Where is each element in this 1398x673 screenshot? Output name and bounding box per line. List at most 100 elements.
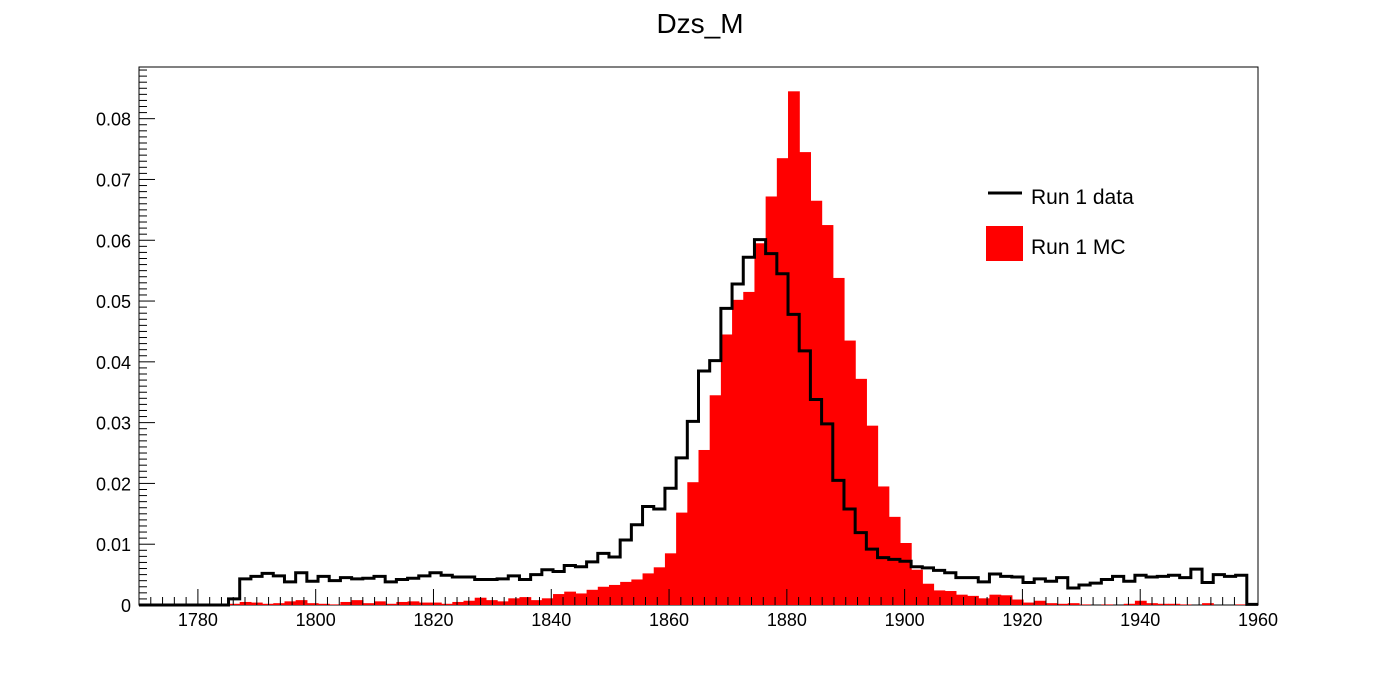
mc-bar (1157, 603, 1170, 605)
mc-bar (776, 158, 789, 605)
mc-bar (664, 553, 677, 605)
y-tick-label: 0.05 (96, 292, 131, 312)
mc-bar (530, 600, 543, 605)
mc-bar (262, 603, 274, 605)
x-tick-label: 1940 (1120, 610, 1160, 630)
mc-bar (743, 291, 756, 605)
mc-bar (888, 516, 901, 605)
legend-mc-label: Run 1 MC (1031, 236, 1126, 259)
mc-bar (1202, 603, 1214, 605)
mc-bar (1123, 603, 1136, 605)
mc-bar (866, 425, 879, 605)
mc-bar (911, 569, 923, 605)
mc-bar (955, 594, 968, 605)
y-tick-label: 0.07 (96, 170, 131, 190)
mc-bar (855, 378, 867, 605)
y-tick-label: 0.03 (96, 414, 131, 434)
mc-bar (429, 602, 442, 605)
mc-bar (608, 584, 621, 605)
mc-bar (553, 594, 565, 605)
mc-bar (832, 277, 845, 605)
x-tick-label: 1800 (296, 610, 336, 630)
mc-bar (273, 603, 286, 605)
mc-bar (687, 482, 700, 605)
y-tick-label: 0.06 (96, 231, 131, 251)
x-tick-label: 1780 (178, 610, 218, 630)
mc-bar (564, 591, 577, 605)
data-series (139, 238, 1258, 607)
mc-bar (407, 601, 420, 605)
x-tick-label: 1880 (767, 610, 807, 630)
mc-bar (1011, 599, 1024, 605)
mc-bar (228, 603, 241, 605)
mc-bar (508, 598, 521, 605)
mc-bar (1078, 604, 1091, 605)
mc-bar (1101, 604, 1114, 605)
legend-data-label: Run 1 data (1031, 186, 1134, 209)
legend: Run 1 data Run 1 MC (986, 186, 1134, 261)
mc-bar (1168, 603, 1181, 605)
mc-bar (922, 583, 935, 605)
mc-bar (295, 600, 308, 605)
mc-bar (709, 395, 722, 605)
y-tick-label: 0.04 (96, 353, 131, 373)
mc-bar (362, 603, 375, 605)
mc-bar (765, 196, 778, 605)
mc-bar (385, 603, 397, 605)
mc-bar (1023, 602, 1035, 605)
mc-bar (441, 603, 453, 605)
mc-bar (698, 449, 711, 605)
x-tick-label: 1920 (1002, 610, 1042, 630)
x-tick-label: 1860 (649, 610, 689, 630)
mc-bar (978, 598, 991, 605)
mc-bar (720, 334, 733, 605)
data-step-line (139, 238, 1258, 607)
mc-series (217, 91, 1259, 605)
mc-bar (732, 299, 744, 605)
mc-bar (1179, 604, 1192, 605)
mc-bar (642, 573, 655, 605)
mc-bar (597, 586, 610, 605)
y-tick-label: 0.01 (96, 535, 131, 555)
mc-bar (989, 594, 1002, 605)
mc-bar (933, 590, 946, 605)
mc-bar (877, 486, 890, 605)
mc-bar (754, 243, 767, 605)
mc-bar (1034, 600, 1046, 605)
mc-bar (821, 225, 834, 605)
mc-bar (799, 152, 811, 605)
mc-bar (788, 91, 800, 605)
mc-bar (631, 579, 644, 605)
legend-mc-swatch (986, 226, 1023, 261)
mc-bar (452, 601, 465, 605)
x-tick-label: 1900 (885, 610, 925, 630)
mc-bar (653, 567, 666, 605)
x-tick-label: 1960 (1238, 610, 1278, 630)
mc-bar (418, 602, 431, 605)
x-axis: 1780 1800 1820 1840 1860 1880 1900 1920 1940 1960 (138, 589, 1278, 630)
mc-bar (396, 601, 409, 605)
x-tick-label: 1840 (531, 610, 571, 630)
mc-bar (318, 603, 330, 605)
mc-bar (676, 512, 688, 605)
mc-bar (519, 597, 532, 605)
y-tick-label: 0 (121, 596, 131, 616)
mc-bar (340, 601, 353, 605)
mc-bar (620, 581, 632, 605)
mc-bar (497, 601, 509, 605)
chart-title: Dzs_M (656, 8, 743, 39)
mc-bar (1045, 603, 1058, 605)
mc-bar (575, 593, 588, 605)
mc-bar (1235, 604, 1248, 605)
mc-bar (351, 600, 364, 605)
mc-bar (1056, 603, 1069, 605)
mc-bar (586, 589, 599, 605)
y-tick-label: 0.02 (96, 474, 131, 494)
mc-bar (463, 600, 476, 605)
x-tick-label: 1820 (413, 610, 453, 630)
mc-bar (485, 600, 498, 605)
mc-bar (967, 595, 979, 605)
mc-bar (373, 601, 386, 605)
mc-bar (541, 598, 554, 605)
